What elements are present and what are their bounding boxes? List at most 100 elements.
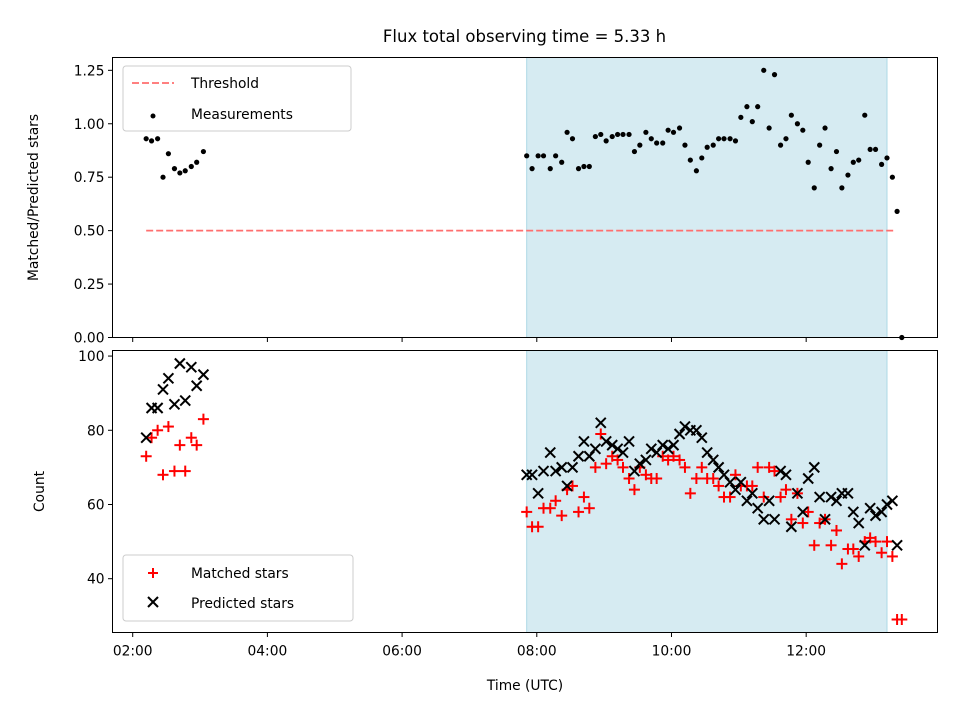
x-tick-label: 08:00: [517, 644, 557, 660]
predicted-star-point: [774, 465, 787, 477]
matched-star-point: [628, 484, 640, 496]
matched-star-point: [600, 458, 612, 470]
matched-star-point: [179, 465, 191, 477]
measurement-point: [744, 104, 750, 110]
measurement-point: [620, 131, 626, 138]
measurement-point: [160, 174, 166, 180]
predicted-star-point: [179, 394, 191, 407]
predicted-star-point: [791, 487, 804, 500]
measurement-point: [805, 159, 811, 165]
predicted-star-point: [623, 435, 635, 448]
legend-threshold-label: Threshold: [190, 76, 259, 92]
measurement-point: [872, 146, 879, 153]
matched-star-point: [847, 543, 859, 555]
measurement-point: [524, 153, 530, 159]
predicted-star-point: [758, 513, 770, 526]
predicted-star-point: [679, 420, 691, 433]
predicted-star-point: [578, 435, 590, 448]
matched-star-point: [758, 491, 770, 503]
matched-star-point: [550, 495, 562, 507]
measurement-point: [171, 166, 178, 172]
measurement-point: [194, 159, 200, 165]
measurement-point: [670, 129, 677, 135]
matched-star-point: [556, 510, 568, 522]
predicted-star-point: [589, 443, 602, 455]
measurement-point: [598, 131, 604, 138]
matched-star-point: [775, 491, 787, 503]
measurement-point: [761, 67, 767, 73]
bottom-x-axis-ticks: 02:00 04:00 06:00 08:00 10:00 12:00: [113, 632, 826, 660]
matched-star-point: [713, 480, 725, 492]
y-tick-label: 80: [87, 423, 105, 439]
matched-star-point: [140, 450, 152, 462]
matched-star-point: [573, 506, 585, 518]
predicted-star-point: [785, 521, 798, 533]
predicted-star-point: [847, 506, 860, 518]
measurement-point: [569, 136, 576, 142]
predicted-star-point: [797, 506, 809, 518]
top-y-axis-ticks: 0.00 0.25 0.50 0.75 1.00 1.25: [74, 63, 113, 347]
top-panel: 0.00 0.25 0.50 0.75 1.00 1.25 Matched/Predict…: [26, 57, 938, 347]
measurement-point: [749, 119, 755, 125]
measurement-point: [609, 133, 615, 140]
matched-star-point: [836, 558, 848, 570]
measurement-point: [626, 131, 632, 138]
measurement-point: [856, 157, 862, 163]
measurement-point: [540, 153, 547, 159]
predicted-star-point: [780, 469, 792, 481]
y-tick-label: 1.00: [74, 117, 105, 133]
measurement-point: [721, 136, 727, 142]
matched-star-point: [876, 547, 888, 559]
top-legend: Threshold Measurements: [122, 65, 352, 132]
bottom-legend-box: [122, 554, 354, 622]
matched-star-point: [651, 473, 663, 485]
measurement-point: [188, 163, 194, 170]
matched-star-point: [617, 461, 629, 473]
matched-star-point: [785, 513, 797, 525]
x-tick-label: 06:00: [382, 644, 422, 660]
matched-star-point: [696, 461, 708, 473]
matched-star-point: [802, 506, 814, 518]
matched-star-point: [780, 484, 792, 496]
y-tick-label: 0.75: [74, 170, 105, 186]
measurement-point: [822, 125, 828, 131]
bottom-y-axis-label: Count: [32, 470, 48, 512]
matched-star-point: [589, 461, 601, 473]
matched-star-point: [152, 424, 164, 436]
measurement-point: [699, 155, 705, 161]
measurement-point: [643, 129, 649, 135]
predicted-star-point: [634, 457, 646, 470]
measurement-point: [783, 136, 789, 142]
matched-star-point: [174, 439, 186, 451]
matched-star-point: [674, 454, 686, 466]
measurement-point: [788, 112, 794, 118]
predicted-star-point: [526, 469, 538, 481]
predicted-star-point: [162, 372, 175, 385]
matched-star-point: [886, 550, 898, 562]
matched-star-point: [168, 465, 180, 477]
measurement-point: [155, 136, 161, 142]
legend-matched-swatch: [148, 568, 158, 578]
matched-star-point: [752, 461, 764, 473]
predicted-star-point: [712, 461, 725, 474]
y-tick-label: 60: [87, 497, 105, 513]
measurement-point: [800, 127, 806, 133]
predicted-star-point: [566, 461, 579, 474]
matched-star-point: [191, 439, 203, 451]
predicted-star-point: [825, 491, 837, 503]
predicted-star-point: [140, 431, 152, 444]
predicted-star-point: [891, 539, 903, 552]
predicted-star-point: [875, 506, 888, 518]
predicted-star-point: [859, 539, 871, 552]
measurement-point: [687, 157, 693, 163]
predicted-star-point: [628, 465, 641, 477]
measurement-point: [704, 144, 710, 150]
legend-measurements-label: Measurements: [191, 107, 293, 123]
measurement-point: [676, 125, 683, 131]
matched-star-point: [157, 469, 169, 481]
measurement-point: [794, 121, 801, 127]
predicted-star-point: [157, 383, 169, 396]
matched-star-point: [853, 550, 865, 562]
measurement-point: [862, 112, 868, 118]
x-tick-label: 02:00: [113, 644, 153, 660]
